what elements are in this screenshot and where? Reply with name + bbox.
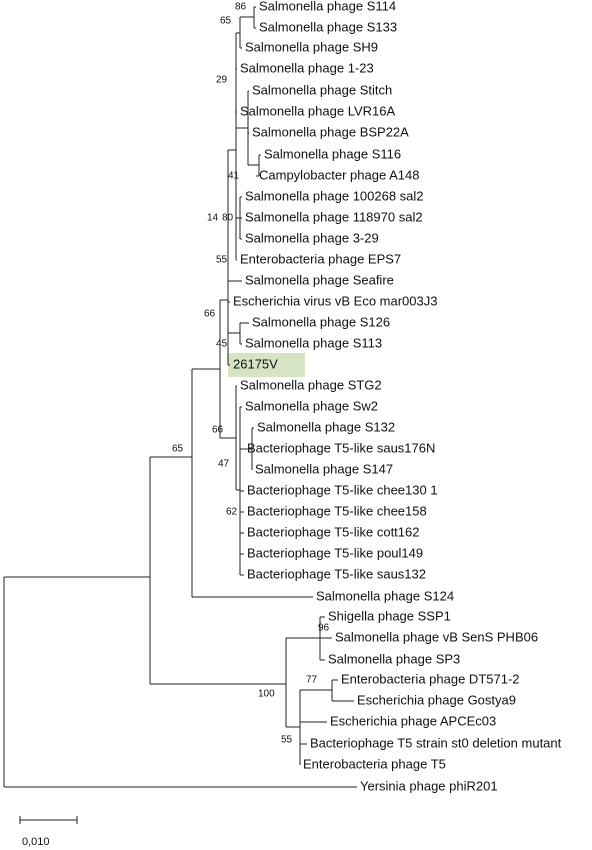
leaf-label: Salmonella phage SP3 bbox=[328, 651, 460, 666]
leaf-label: Enterobacteria phage EPS7 bbox=[240, 251, 401, 266]
bootstrap-value: 55 bbox=[216, 255, 228, 266]
leaf-label: Salmonella phage Stitch bbox=[252, 82, 392, 97]
bootstrap-value: 47 bbox=[218, 459, 230, 470]
bootstrap-value: 65 bbox=[220, 16, 232, 27]
leaf-label: Salmonella phage S113 bbox=[245, 335, 382, 350]
bootstrap-value: 29 bbox=[216, 75, 228, 86]
leaf-label: Campylobacter phage A148 bbox=[259, 167, 419, 182]
bootstrap-value: 14 bbox=[207, 213, 219, 224]
scale-bar-label: 0,010 bbox=[22, 836, 50, 848]
leaf-label: Enterobacteria phage T5 bbox=[303, 756, 446, 771]
leaf-label: Shigella phage SSP1 bbox=[328, 608, 451, 623]
leaf-label: Salmonella phage S133 bbox=[259, 19, 397, 34]
bootstrap-value: 80 bbox=[222, 213, 234, 224]
leaf-label: Salmonella phage 1-23 bbox=[240, 60, 374, 75]
bootstrap-value: 65 bbox=[172, 444, 184, 455]
leaf-label: Bacteriophage T5-like saus176N bbox=[247, 440, 435, 455]
highlight bbox=[228, 353, 305, 377]
bootstrap-value: 66 bbox=[212, 425, 224, 436]
leaf-label: Salmonella phage 118970 sal2 bbox=[245, 209, 423, 224]
leaf-label: Escherichia phage APCEc03 bbox=[330, 713, 496, 728]
bootstrap-value: 41 bbox=[228, 171, 240, 182]
leaf-label: Yersinia phage phiR201 bbox=[360, 778, 498, 793]
leaf-label: Salmonella phage S147 bbox=[255, 461, 393, 476]
leaf-label: Salmonella phage Seafire bbox=[245, 272, 394, 287]
leaf-label: 26175V bbox=[233, 356, 278, 371]
leaf-label: Escherichia phage Gostya9 bbox=[357, 692, 516, 707]
bootstrap-value: 62 bbox=[226, 507, 238, 518]
leaf-label: Bacteriophage T5 strain st0 deletion mut… bbox=[310, 735, 562, 750]
leaf-label: Salmonella phage S116 bbox=[264, 146, 401, 161]
leaf-label: Bacteriophage T5-like chee130 1 bbox=[247, 482, 438, 497]
leaf-label: Salmonella phage 3-29 bbox=[245, 230, 379, 245]
bootstrap-value: 77 bbox=[306, 675, 318, 686]
leaf-label: Bacteriophage T5-like saus132 bbox=[247, 566, 426, 581]
bootstrap-value: 100 bbox=[258, 689, 275, 700]
leaf-label: Salmonella phage S132 bbox=[257, 419, 395, 434]
leaf-label: Salmonella phage Sw2 bbox=[245, 398, 378, 413]
bootstrap-value: 86 bbox=[235, 2, 247, 13]
leaf-label: Salmonella phage SH9 bbox=[245, 39, 378, 54]
leaf-label: Salmonella phage S126 bbox=[252, 314, 390, 329]
leaf-label: Salmonella phage vB SenS PHB06 bbox=[335, 629, 538, 644]
leaf-label: Bacteriophage T5-like chee158 bbox=[247, 503, 427, 518]
leaf-label: Bacteriophage T5-like cott162 bbox=[247, 524, 419, 539]
leaf-label: Salmonella phage LVR16A bbox=[240, 103, 395, 118]
bootstrap-value: 96 bbox=[318, 623, 330, 634]
leaf-label: Salmonella phage 100268 sal2 bbox=[245, 188, 424, 203]
bootstrap-value: 45 bbox=[216, 339, 228, 350]
leaf-label: Salmonella phage S114 bbox=[259, 0, 396, 13]
bootstrap-value: 55 bbox=[281, 735, 293, 746]
leaf-label: Escherichia virus vB Eco mar003J3 bbox=[233, 293, 437, 308]
leaf-label: Salmonella phage S124 bbox=[316, 588, 454, 603]
leaf-label: Bacteriophage T5-like poul149 bbox=[247, 545, 423, 560]
leaf-label: Salmonella phage STG2 bbox=[240, 377, 382, 392]
leaf-label: Enterobacteria phage DT571-2 bbox=[341, 671, 520, 686]
leaf-label: Salmonella phage BSP22A bbox=[252, 124, 409, 139]
bootstrap-value: 66 bbox=[204, 309, 216, 320]
